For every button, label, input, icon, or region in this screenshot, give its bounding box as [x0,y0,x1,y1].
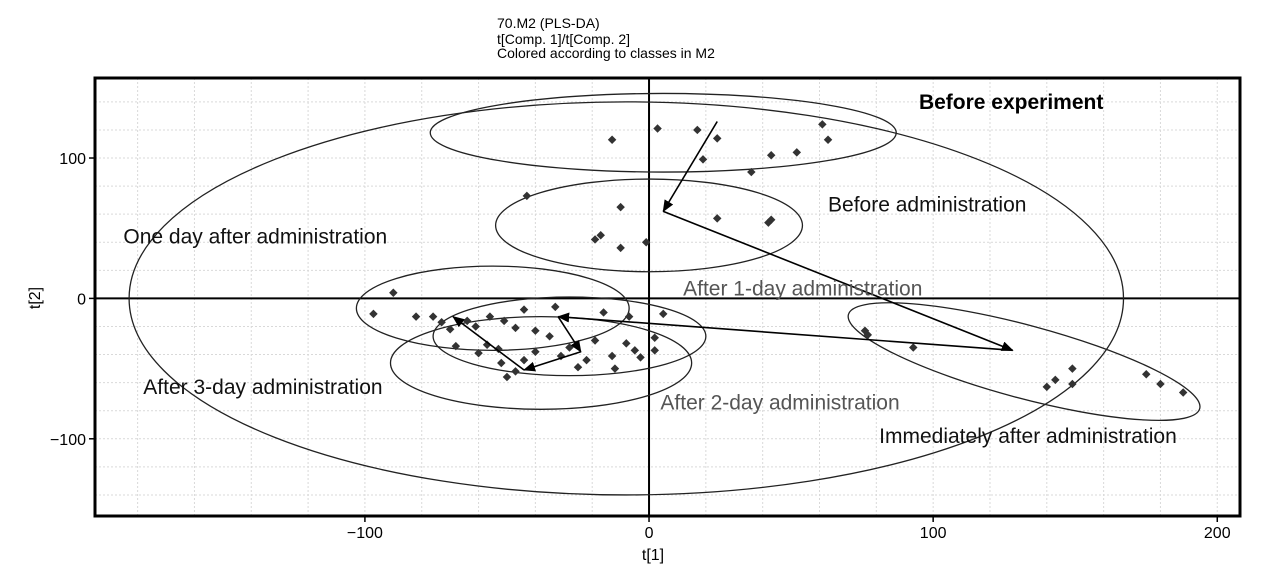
score-point [712,214,722,223]
chart-title: 70.M2 (PLS-DA) t[Comp. 1]/t[Comp. 2] Col… [497,15,715,61]
score-point [511,367,520,376]
class-ellipses [128,92,1201,496]
tick-labels: −100 0 100 200 −100 0 100 [50,151,1231,542]
score-point [693,125,702,135]
class-label-4: After 3-day administration [143,376,382,399]
score-point [519,305,529,314]
score-point [1068,379,1077,389]
score-point [630,346,640,355]
score-point [653,124,662,133]
score-point [582,355,591,365]
y-axis-label: t[2] [27,287,44,309]
score-point [573,362,583,372]
score-point [482,340,492,349]
title-line-3: Colored according to classes in M2 [497,45,715,61]
score-points [369,120,1188,397]
class-labels: Before experiment Before administration On… [123,91,1176,448]
score-point [636,353,645,362]
score-point [622,339,631,348]
score-point [1051,375,1060,385]
score-point [610,364,620,373]
score-point [792,148,802,157]
score-point [531,347,540,356]
class-label-6: Immediately after administration [879,425,1177,448]
x-tick-label: −100 [347,525,383,542]
score-point [650,333,659,342]
axes [93,76,1242,518]
score-point [545,332,554,341]
class-ellipse-6 [847,302,1201,422]
plot-frame [93,76,1242,518]
score-point [411,312,421,321]
class-label-0: Before experiment [919,91,1103,114]
score-point [451,341,461,351]
score-point [511,323,520,333]
x-tick-label: 0 [645,525,654,542]
score-point [462,316,472,326]
trajectory-arrow [662,121,718,213]
class-ellipse-5 [389,316,693,410]
trajectory-arrows [452,121,1014,372]
score-point [599,308,608,317]
score-point [499,316,509,326]
score-point [389,288,398,298]
title-line-1: 70.M2 (PLS-DA) [497,15,600,31]
score-point [650,346,659,355]
score-point [471,322,480,331]
score-point [823,135,833,145]
score-point [551,302,560,312]
score-point [531,326,540,335]
class-ellipse-0 [429,92,897,173]
y-tick-label: 0 [77,291,86,308]
score-point [428,312,438,321]
score-point [485,312,495,321]
grid [95,78,1240,516]
score-point [658,309,668,319]
score-point [519,355,529,365]
score-point [712,134,722,143]
score-point [624,312,634,321]
score-point [369,309,378,319]
score-point [616,243,625,253]
y-tick-label: −100 [50,432,86,449]
score-point [909,343,918,352]
score-point [607,135,617,145]
class-label-2: One day after administration [123,226,387,249]
score-point [863,330,873,340]
x-tick-label: 100 [920,525,947,542]
score-point [590,336,600,345]
trajectory-arrow [662,210,1014,352]
class-label-5: After 2-day administration [660,391,899,414]
y-tick-label: 100 [59,151,86,168]
score-point [437,318,446,327]
score-point [474,348,483,358]
score-point [565,343,574,352]
score-point [1156,379,1165,389]
score-point [1178,388,1188,397]
x-tick-label: 200 [1204,525,1231,542]
class-label-3: After 1-day administration [683,278,922,301]
trajectory-arrow [452,316,525,371]
score-point [497,358,506,368]
score-point [607,351,617,361]
score-point [502,372,512,382]
class-ellipse-2 [128,101,1125,496]
class-ellipse-1 [494,178,804,273]
trajectory-arrow [523,350,582,372]
score-point [1068,364,1077,373]
class-ellipse-4 [355,265,630,351]
x-axis-label: t[1] [642,547,664,564]
score-point [494,344,503,354]
class-ellipse-3 [432,296,707,377]
score-point [1042,382,1052,392]
score-point [1141,369,1151,379]
class-label-1: Before administration [828,193,1026,216]
trajectory-arrow [557,316,582,353]
score-point [616,202,625,212]
trajectory-arrow [557,312,1013,352]
title-line-2: t[Comp. 1]/t[Comp. 2] [497,31,630,47]
